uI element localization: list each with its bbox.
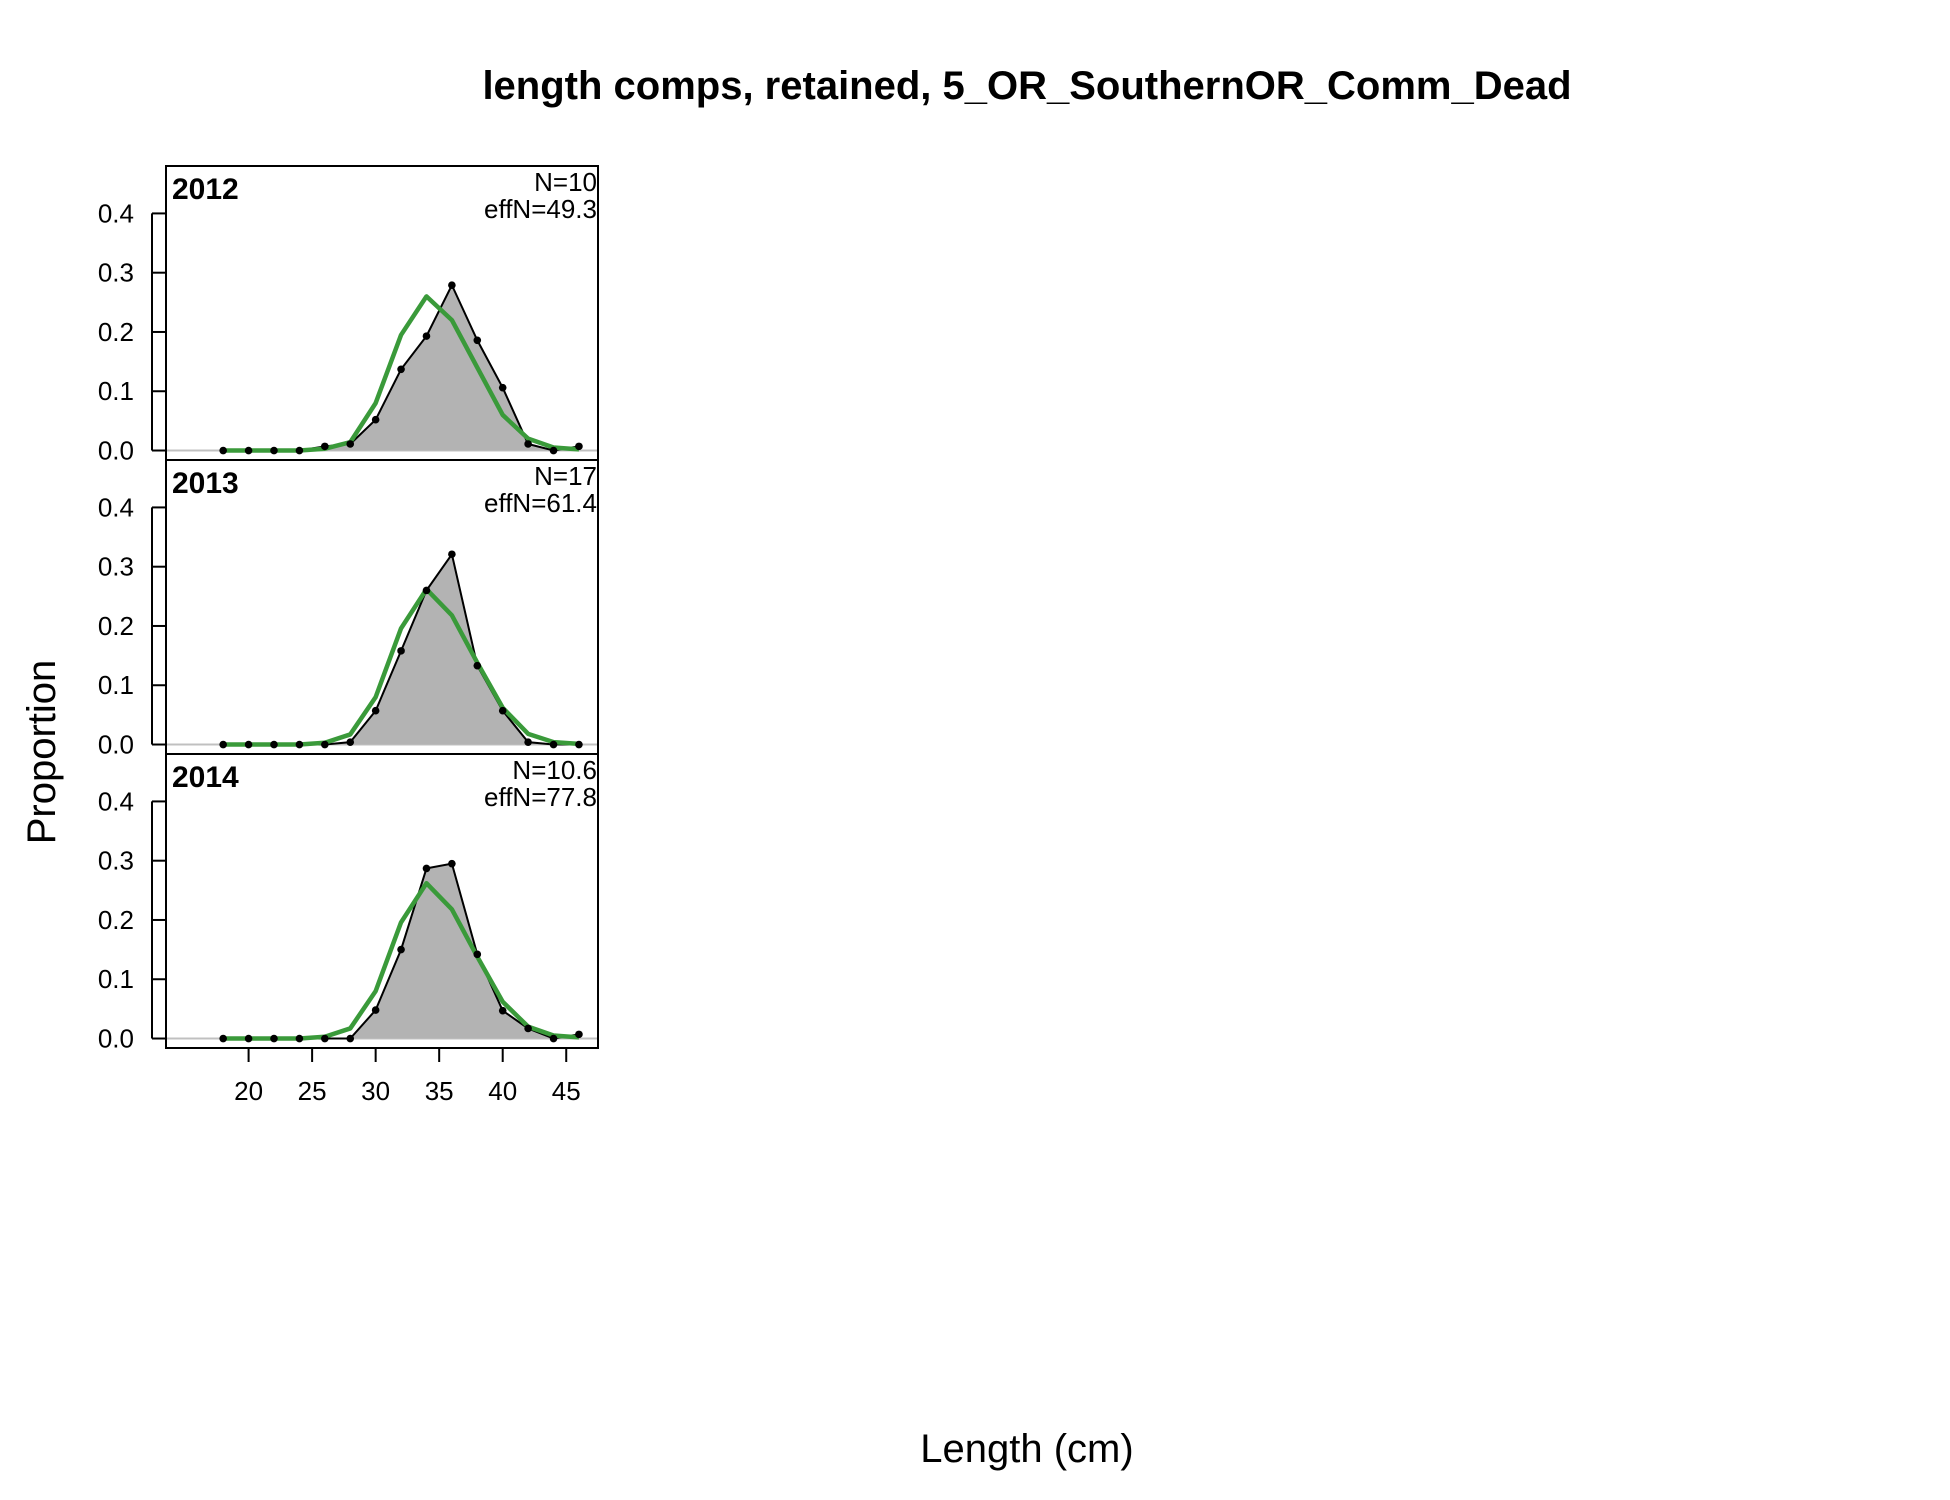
x-tick-label: 25 bbox=[298, 1076, 327, 1106]
y-tick-label: 0.3 bbox=[98, 552, 134, 582]
panel-border bbox=[165, 753, 599, 1049]
observed-point bbox=[321, 1034, 329, 1043]
observed-point bbox=[422, 586, 431, 595]
observed-point bbox=[244, 740, 253, 749]
observed-point bbox=[549, 1034, 558, 1043]
y-tick-label: 0.3 bbox=[98, 846, 134, 876]
x-tick-label: 40 bbox=[488, 1076, 517, 1106]
observed-point bbox=[498, 706, 507, 715]
year-label: 2013 bbox=[172, 467, 239, 500]
observed-point bbox=[524, 738, 532, 746]
observed-point bbox=[549, 446, 558, 455]
observed-point bbox=[371, 1006, 380, 1014]
effn-label: effN=61.4 bbox=[484, 488, 597, 518]
x-tick-label: 45 bbox=[552, 1076, 581, 1106]
observed-point bbox=[448, 281, 456, 289]
observed-area bbox=[223, 285, 579, 451]
effn-label: effN=77.8 bbox=[484, 782, 597, 812]
observed-point bbox=[575, 1030, 583, 1039]
observed-point bbox=[448, 859, 456, 868]
observed-point bbox=[422, 332, 431, 340]
observed-point bbox=[473, 336, 482, 345]
x-tick-label: 35 bbox=[425, 1076, 454, 1106]
observed-point bbox=[346, 1034, 355, 1043]
observed-point bbox=[270, 446, 278, 455]
observed-point bbox=[321, 740, 329, 749]
observed-point bbox=[295, 1034, 304, 1043]
n-label: N=17 bbox=[534, 461, 597, 491]
observed-point bbox=[498, 383, 507, 392]
x-axis: 20 25 30 35 40 45 bbox=[234, 1048, 581, 1106]
observed-point bbox=[448, 550, 456, 559]
y-tick-label: 0.2 bbox=[98, 905, 134, 935]
observed-point bbox=[244, 1034, 253, 1043]
observed-point bbox=[346, 738, 355, 746]
expected-line bbox=[223, 586, 580, 747]
observed-point bbox=[524, 1024, 532, 1033]
x-axis-title: Length (cm) bbox=[920, 1427, 1133, 1471]
y-tick-label: 0.0 bbox=[98, 730, 134, 760]
observed-point bbox=[244, 446, 253, 455]
n-label: N=10 bbox=[534, 167, 597, 197]
observed-point bbox=[371, 706, 380, 715]
effn-label: effN=49.3 bbox=[484, 194, 597, 224]
observed-point bbox=[371, 415, 380, 424]
observed-point bbox=[575, 442, 583, 451]
y-tick-label: 0.4 bbox=[98, 786, 134, 816]
observed-point bbox=[498, 1006, 507, 1015]
year-label: 2014 bbox=[172, 761, 239, 794]
y-tick-label: 0.1 bbox=[98, 964, 134, 994]
y-tick-label: 0.1 bbox=[98, 670, 134, 700]
expected-line bbox=[223, 294, 580, 453]
y-tick-label: 0.4 bbox=[98, 198, 134, 228]
y-tick-label: 0.1 bbox=[98, 376, 134, 406]
y-tick-label: 0.2 bbox=[98, 611, 134, 641]
year-label: 2012 bbox=[172, 173, 239, 206]
observed-point bbox=[270, 1034, 278, 1043]
observed-point bbox=[346, 440, 355, 448]
observed-point bbox=[321, 442, 329, 451]
y-tick-label: 0.3 bbox=[98, 258, 134, 288]
x-tick-label: 20 bbox=[234, 1076, 263, 1106]
observed-point bbox=[219, 446, 227, 455]
y-tick-label: 0.4 bbox=[98, 492, 134, 522]
y-tick-label: 0.0 bbox=[98, 1024, 134, 1054]
observed-area bbox=[223, 554, 579, 745]
observed-point bbox=[397, 647, 405, 655]
observed-point bbox=[473, 950, 482, 959]
observed-point bbox=[473, 661, 482, 670]
x-tick-label: 30 bbox=[361, 1076, 390, 1106]
y-tick-label: 0.2 bbox=[98, 317, 134, 347]
observed-point bbox=[219, 740, 227, 749]
observed-point bbox=[270, 740, 278, 749]
observed-point bbox=[549, 740, 558, 749]
observed-point bbox=[422, 864, 431, 873]
y-tick-label: 0.0 bbox=[98, 436, 134, 466]
observed-point bbox=[397, 945, 405, 954]
n-label: N=10.6 bbox=[512, 755, 597, 785]
expected-line bbox=[223, 880, 580, 1041]
chart-title: length comps, retained, 5_OR_SouthernOR_… bbox=[482, 64, 1571, 108]
observed-point bbox=[524, 440, 532, 448]
observed-point bbox=[295, 446, 304, 455]
observed-point bbox=[295, 740, 304, 749]
observed-point bbox=[397, 365, 405, 374]
y-axis-title: Proportion bbox=[20, 660, 64, 845]
observed-point bbox=[575, 740, 583, 749]
observed-point bbox=[219, 1034, 227, 1043]
